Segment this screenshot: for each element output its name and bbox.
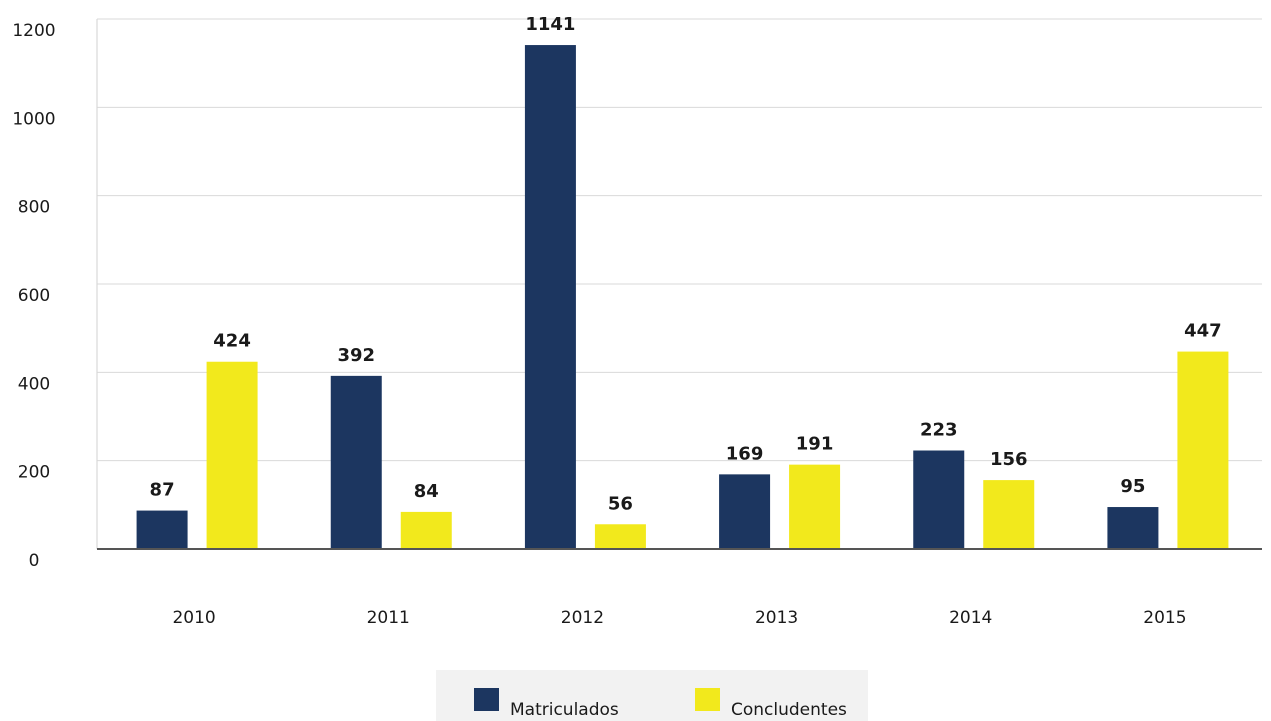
bar <box>206 361 258 549</box>
value-label: 447 <box>1184 321 1222 342</box>
bar <box>524 45 576 549</box>
bar <box>719 474 771 549</box>
y-tick-label: 800 <box>18 198 50 218</box>
y-tick-label: 400 <box>18 374 50 394</box>
bar <box>594 524 646 549</box>
legend-background <box>436 670 868 721</box>
legend-label: Concludentes <box>731 700 847 720</box>
value-label: 169 <box>726 443 764 464</box>
legend-swatch <box>474 688 499 711</box>
x-tick-label: 2010 <box>172 608 215 628</box>
value-label: 56 <box>608 493 633 514</box>
y-tick-label: 1000 <box>12 109 55 129</box>
x-tick-label: 2015 <box>1143 608 1186 628</box>
value-label: 223 <box>920 420 958 441</box>
bar <box>136 510 188 549</box>
y-tick-label: 1200 <box>12 21 55 41</box>
bar <box>400 511 452 549</box>
x-tick-label: 2013 <box>755 608 798 628</box>
value-label: 87 <box>150 480 175 501</box>
value-label: 424 <box>213 331 251 352</box>
value-label: 84 <box>414 481 439 502</box>
x-tick-label: 2012 <box>561 608 604 628</box>
legend-label: Matriculados <box>510 700 619 720</box>
bar <box>330 375 382 549</box>
bar <box>1107 507 1159 549</box>
x-tick-label: 2011 <box>367 608 410 628</box>
legend-swatch <box>695 688 720 711</box>
y-tick-label: 600 <box>18 286 50 306</box>
bar <box>1177 351 1229 549</box>
value-label: 95 <box>1120 476 1145 497</box>
x-tick-label: 2014 <box>949 608 992 628</box>
bar <box>983 480 1035 549</box>
y-tick-label: 0 <box>29 551 40 571</box>
value-label: 191 <box>796 434 834 455</box>
bar <box>913 450 965 549</box>
value-label: 156 <box>990 449 1028 470</box>
bar <box>789 464 841 549</box>
y-tick-label: 200 <box>18 463 50 483</box>
value-label: 392 <box>337 345 375 366</box>
value-label: 1141 <box>525 14 575 35</box>
